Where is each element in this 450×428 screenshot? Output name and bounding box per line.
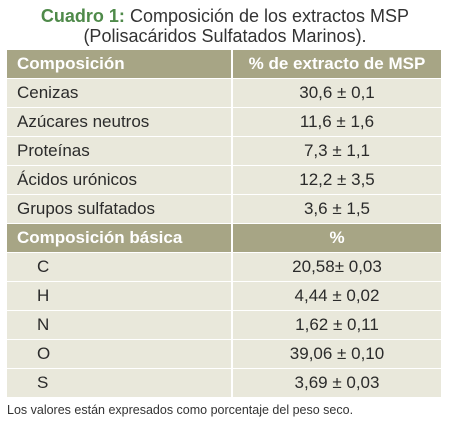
table-row: S 3,69 ± 0,03 xyxy=(7,369,441,398)
element-label: C xyxy=(7,253,233,281)
element-label: O xyxy=(7,340,233,368)
row-label: Azúcares neutros xyxy=(7,108,233,136)
caption-label: Cuadro 1: xyxy=(40,6,125,26)
table-row: Ácidos urónicos 12,2 ± 3,5 xyxy=(7,166,441,195)
element-value: 39,06 ± 0,10 xyxy=(289,344,385,363)
caption-line-1: Cuadro 1: Composición de los extractos M… xyxy=(0,6,450,26)
row-value: 7,3 ± 1,1 xyxy=(303,141,371,160)
element-value: 3,69 ± 0,03 xyxy=(294,373,380,392)
row-label: Grupos sulfatados xyxy=(7,195,233,223)
row-label: Ácidos urónicos xyxy=(7,166,233,194)
table-caption: Cuadro 1: Composición de los extractos M… xyxy=(0,0,450,50)
subheader-basic-composition: Composición básica xyxy=(7,224,233,252)
caption-title: Composición de los extractos MSP xyxy=(129,6,410,26)
header-percent-extract: % de extracto de MSP xyxy=(248,54,426,73)
element-label: N xyxy=(7,311,233,339)
composition-table: Composición % de extracto de MSP Cenizas… xyxy=(7,50,441,398)
table-row: H 4,44 ± 0,02 xyxy=(7,282,441,311)
row-label: Proteínas xyxy=(7,137,233,165)
row-value: 30,6 ± 0,1 xyxy=(299,83,375,102)
table-header-row: Composición % de extracto de MSP xyxy=(7,50,441,79)
row-value: 11,6 ± 1,6 xyxy=(299,112,375,131)
table-row: Proteínas 7,3 ± 1,1 xyxy=(7,137,441,166)
table-subheader-row: Composición básica % xyxy=(7,224,441,253)
element-value: 20,58± 0,03 xyxy=(292,257,382,276)
element-value: 1,62 ± 0,11 xyxy=(295,315,379,334)
row-value: 12,2 ± 3,5 xyxy=(299,170,375,189)
table-row: C 20,58± 0,03 xyxy=(7,253,441,282)
row-value: 3,6 ± 1,5 xyxy=(303,199,371,218)
table-row: Cenizas 30,6 ± 0,1 xyxy=(7,79,441,108)
table-row: Azúcares neutros 11,6 ± 1,6 xyxy=(7,108,441,137)
table-row: O 39,06 ± 0,10 xyxy=(7,340,441,369)
element-label: S xyxy=(7,369,233,397)
row-label: Cenizas xyxy=(7,79,233,107)
table-row: N 1,62 ± 0,11 xyxy=(7,311,441,340)
element-value: 4,44 ± 0,02 xyxy=(294,286,380,305)
caption-line-2: (Polisacáridos Sulfatados Marinos). xyxy=(83,26,367,46)
table-footnote: Los valores están expresados como porcen… xyxy=(7,403,354,417)
header-composition: Composición xyxy=(7,50,233,78)
subheader-percent: % xyxy=(329,228,345,247)
table-row: Grupos sulfatados 3,6 ± 1,5 xyxy=(7,195,441,224)
element-label: H xyxy=(7,282,233,310)
